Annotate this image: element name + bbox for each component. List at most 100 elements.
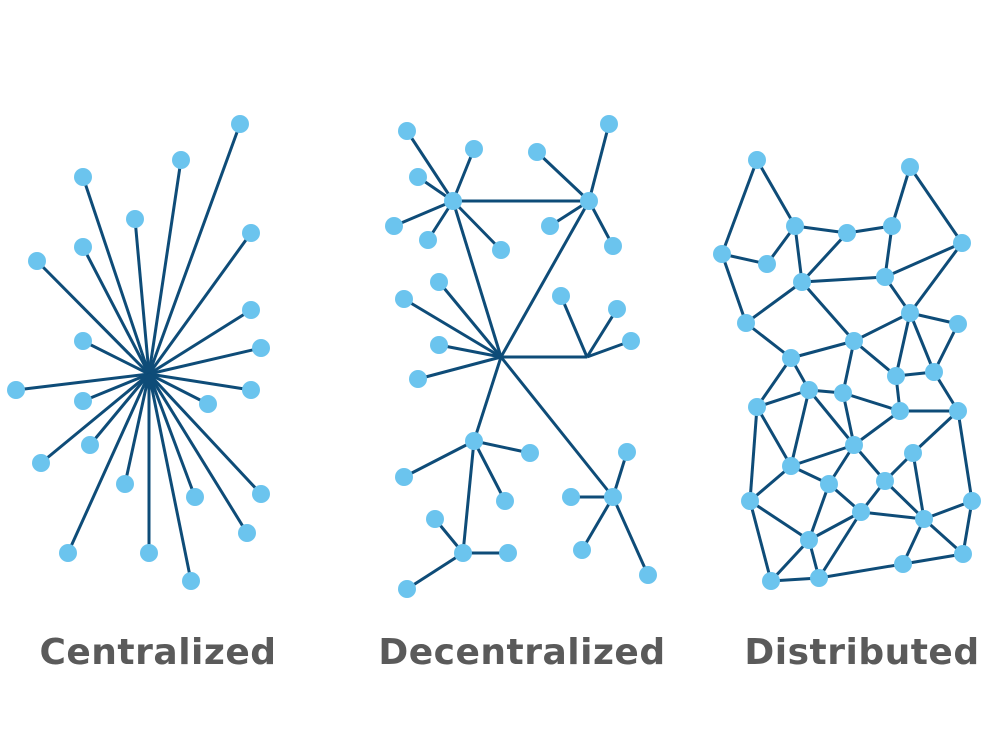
- edge: [911, 409, 960, 455]
- distributed-network: [713, 151, 981, 590]
- node: [604, 237, 622, 255]
- edge: [451, 148, 476, 202]
- node: [876, 472, 894, 490]
- node: [852, 503, 870, 521]
- node: [465, 140, 483, 158]
- node: [758, 255, 776, 273]
- edge: [755, 406, 793, 467]
- node: [419, 231, 437, 249]
- node: [838, 224, 856, 242]
- edge: [956, 410, 974, 502]
- node: [786, 217, 804, 235]
- node: [639, 566, 657, 584]
- edge: [438, 343, 502, 359]
- node: [492, 241, 510, 259]
- node: [604, 488, 622, 506]
- edge: [745, 321, 792, 360]
- node: [883, 217, 901, 235]
- edge: [147, 372, 263, 496]
- edge: [902, 552, 964, 566]
- centralized-network: [7, 115, 270, 590]
- node: [782, 349, 800, 367]
- node: [242, 224, 260, 242]
- edge: [908, 242, 964, 314]
- node: [580, 192, 598, 210]
- node: [618, 443, 636, 461]
- edge: [790, 339, 855, 360]
- edge: [451, 200, 503, 358]
- node: [116, 475, 134, 493]
- node: [398, 122, 416, 140]
- edge: [800, 281, 856, 342]
- edge: [147, 373, 197, 498]
- edge: [15, 372, 150, 392]
- edge: [133, 218, 151, 375]
- edge: [789, 389, 811, 467]
- edge: [585, 308, 619, 358]
- node: [901, 158, 919, 176]
- node: [182, 572, 200, 590]
- node: [398, 580, 416, 598]
- edge: [461, 440, 476, 554]
- node: [444, 192, 462, 210]
- node: [496, 492, 514, 510]
- node: [74, 168, 92, 186]
- node: [430, 336, 448, 354]
- edge: [147, 373, 193, 582]
- node: [242, 301, 260, 319]
- node: [953, 234, 971, 252]
- edge: [748, 500, 773, 582]
- node: [954, 545, 972, 563]
- node: [741, 492, 759, 510]
- edge: [417, 355, 502, 381]
- edge: [580, 496, 615, 551]
- edge: [911, 452, 926, 520]
- node: [430, 273, 448, 291]
- edge: [403, 297, 502, 359]
- distributed-label: Distributed: [744, 632, 980, 673]
- node: [74, 238, 92, 256]
- edge: [535, 150, 591, 203]
- edge: [148, 346, 262, 376]
- decentralized-network: [385, 115, 657, 598]
- edge: [147, 159, 183, 375]
- edge: [908, 312, 936, 373]
- edge: [451, 199, 503, 252]
- node: [454, 544, 472, 562]
- node: [521, 444, 539, 462]
- edge: [807, 483, 831, 541]
- node: [74, 332, 92, 350]
- node: [172, 151, 190, 169]
- node: [199, 395, 217, 413]
- edge: [66, 373, 151, 554]
- edge: [853, 339, 897, 378]
- node: [81, 436, 99, 454]
- edge: [883, 479, 926, 521]
- edge: [720, 253, 748, 324]
- node: [949, 402, 967, 420]
- edge: [406, 551, 464, 591]
- node: [925, 363, 943, 381]
- node: [782, 457, 800, 475]
- node: [238, 524, 256, 542]
- edge: [403, 439, 475, 479]
- node: [949, 315, 967, 333]
- node: [252, 339, 270, 357]
- edge: [35, 259, 151, 376]
- edge: [800, 231, 849, 284]
- node: [409, 370, 427, 388]
- edge: [393, 199, 454, 228]
- node: [573, 541, 591, 559]
- node: [800, 381, 818, 399]
- node: [834, 384, 852, 402]
- edge: [405, 130, 455, 202]
- edge: [147, 232, 253, 375]
- edge: [817, 511, 863, 579]
- node: [552, 287, 570, 305]
- edge: [40, 372, 150, 465]
- edge: [807, 389, 856, 446]
- edge: [745, 280, 803, 325]
- node: [140, 544, 158, 562]
- edge: [148, 372, 209, 406]
